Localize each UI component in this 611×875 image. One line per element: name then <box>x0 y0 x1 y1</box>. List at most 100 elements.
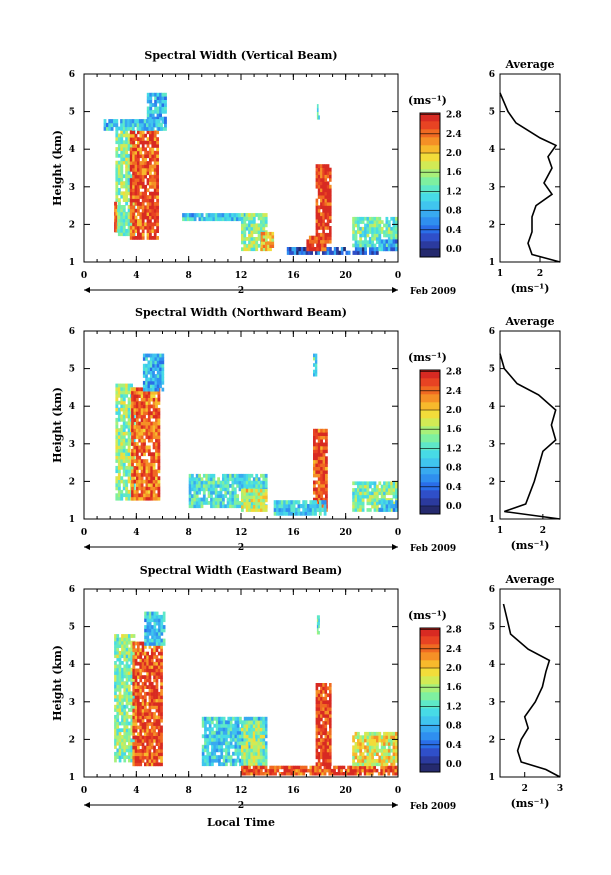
heatmap-cell <box>132 483 136 487</box>
heatmap-cell <box>264 477 268 482</box>
heatmap-cell <box>366 491 370 496</box>
heatmap-cell <box>121 735 124 739</box>
heatmap-cell <box>329 731 332 736</box>
heatmap-cell <box>233 494 237 498</box>
heatmap-cell <box>324 745 328 749</box>
heatmap-cell <box>317 717 321 722</box>
colorbar-tick-label: 2.4 <box>446 387 462 397</box>
avg-y-tick-label: 4 <box>489 145 495 155</box>
heatmap-cell <box>248 480 251 485</box>
heatmap-cell <box>120 174 124 179</box>
heatmap-cell <box>298 250 302 255</box>
heatmap-cell <box>141 184 145 189</box>
heatmap-cell <box>385 230 389 234</box>
heatmap-cell <box>137 144 140 148</box>
heatmap-cell <box>153 691 156 696</box>
heatmap-cell <box>390 748 394 753</box>
heatmap-cell <box>243 724 247 728</box>
heatmap-cell <box>148 708 152 713</box>
heatmap-cell <box>245 741 249 746</box>
heatmap-cell <box>121 711 124 716</box>
colorbar-swatch <box>420 177 440 186</box>
heatmap-cell <box>257 748 261 753</box>
colorbar-frame <box>419 112 441 258</box>
heatmap-cell <box>373 735 377 740</box>
heatmap-cell <box>136 119 140 124</box>
heatmap-cell <box>160 642 164 646</box>
heatmap-cell <box>156 137 159 141</box>
heatmap-cell <box>146 651 149 656</box>
heatmap-cell <box>147 493 151 498</box>
heatmap-cell <box>262 492 266 496</box>
heatmap-cell <box>259 724 263 728</box>
heatmap-cell <box>325 490 328 495</box>
heatmap-cell <box>257 762 261 767</box>
colorbar-swatch <box>420 652 440 661</box>
heatmap-cell <box>264 505 268 509</box>
heatmap-cell <box>222 477 225 482</box>
heatmap-cell <box>259 762 263 767</box>
heatmap-cell <box>314 369 318 374</box>
heatmap-cell <box>125 431 129 436</box>
heatmap-cell <box>160 618 164 623</box>
heatmap-cell <box>378 233 382 238</box>
heatmap-cell <box>151 150 155 155</box>
heatmap-cell <box>206 734 210 739</box>
heatmap-cell <box>146 611 150 616</box>
heatmap-cell <box>150 486 154 491</box>
heatmap-cell <box>146 113 150 118</box>
heatmap-cell <box>322 435 326 440</box>
heatmap-cell <box>127 153 131 158</box>
heatmap-cell <box>144 618 147 623</box>
heatmap-cell <box>140 407 144 412</box>
heatmap-cell <box>134 738 138 743</box>
heatmap-cell <box>132 147 135 152</box>
heatmap-cell <box>114 745 117 749</box>
heatmap-cell <box>378 731 382 736</box>
heatmap-cell <box>395 759 398 763</box>
heatmap-cell <box>371 236 374 241</box>
heatmap-cell <box>116 714 120 719</box>
heatmap-cell <box>121 694 124 699</box>
heatmap-cell <box>271 244 275 248</box>
heatmap-cells <box>103 92 398 255</box>
heatmap-cell <box>325 456 328 461</box>
heatmap-cell <box>123 708 127 712</box>
heatmap-cell <box>326 226 330 230</box>
heatmap-cell <box>250 216 254 221</box>
heatmap-cell <box>206 758 210 763</box>
heatmap-cell <box>141 219 145 223</box>
heatmap-cell <box>315 738 319 742</box>
heatmap-cell <box>333 250 337 255</box>
heatmap-cell <box>354 768 358 773</box>
heatmap-cell <box>324 184 328 189</box>
heatmap-cell <box>120 122 123 128</box>
heatmap-cell <box>115 459 119 463</box>
heatmap-cell <box>378 481 382 486</box>
colorbar-swatch <box>420 724 440 733</box>
heatmap-cell <box>320 470 323 474</box>
colorbar-units: (ms⁻¹) <box>408 609 447 622</box>
heatmap-cell <box>139 742 143 746</box>
heatmap-cell <box>128 634 131 638</box>
heatmap-cell <box>310 250 313 255</box>
heatmap-cell <box>361 230 365 234</box>
heatmap-cell <box>229 723 233 728</box>
heatmap-cell <box>122 414 126 419</box>
heatmap-cell <box>153 762 156 767</box>
heatmap-cell <box>155 661 159 666</box>
heatmap-cell <box>320 494 323 498</box>
heatmap-cell <box>352 772 355 776</box>
heatmap-cell <box>395 491 398 496</box>
heatmap-cell <box>269 765 273 770</box>
heatmap-cell <box>325 494 328 498</box>
heatmap-cell <box>292 511 296 516</box>
heatmap-cell <box>240 216 244 222</box>
heatmap-cell <box>264 716 268 721</box>
heatmap-cell <box>245 724 249 728</box>
heatmap-cell <box>260 220 263 224</box>
heatmap-cell <box>155 428 158 433</box>
heatmap-cell <box>137 735 140 740</box>
heatmap-cell <box>201 734 205 739</box>
heatmap-cell <box>127 489 131 494</box>
